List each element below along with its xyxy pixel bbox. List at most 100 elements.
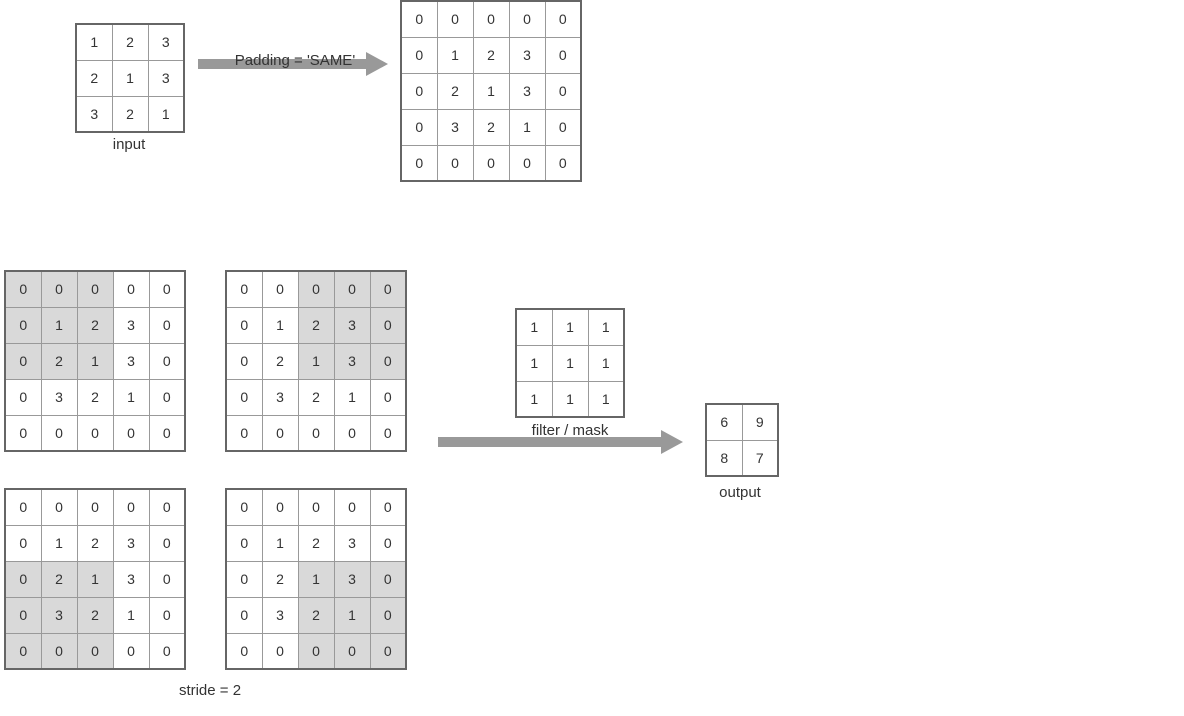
filter-grid: 111111111 (515, 308, 625, 418)
padded-cell: 1 (473, 73, 509, 109)
strideA-cell: 0 (5, 307, 41, 343)
strideA-cell: 0 (77, 415, 113, 451)
strideB-cell: 0 (370, 415, 406, 451)
strideB-cell: 0 (334, 271, 370, 307)
strideC-cell: 0 (5, 597, 41, 633)
strideC-cell: 0 (5, 489, 41, 525)
strideA-cell: 0 (149, 271, 185, 307)
label-stride: stride = 2 (160, 682, 260, 699)
input-cell: 3 (148, 24, 184, 60)
input-cell: 2 (112, 96, 148, 132)
strideD-cell: 0 (226, 489, 262, 525)
strideD-cell: 0 (298, 633, 334, 669)
strideD-cell: 3 (262, 597, 298, 633)
input-cell: 1 (76, 24, 112, 60)
strideA-cell: 1 (113, 379, 149, 415)
strideA-cell: 2 (41, 343, 77, 379)
strideB-cell: 0 (370, 307, 406, 343)
strideD-cell: 2 (298, 525, 334, 561)
filter-cell: 1 (552, 381, 588, 417)
label-output: output (700, 484, 780, 501)
label-padding: Padding = 'SAME' (210, 52, 380, 69)
strideD-cell: 1 (334, 597, 370, 633)
strideC-cell: 1 (113, 597, 149, 633)
filter-cell: 1 (588, 309, 624, 345)
filter-cell: 1 (588, 381, 624, 417)
strideB-cell: 2 (262, 343, 298, 379)
strideB-cell: 0 (298, 271, 334, 307)
strideB-cell: 0 (226, 271, 262, 307)
padded-cell: 2 (473, 109, 509, 145)
strideB-grid: 0000001230021300321000000 (225, 270, 407, 452)
strideA-cell: 0 (149, 379, 185, 415)
strideA-cell: 0 (5, 271, 41, 307)
strideD-cell: 3 (334, 561, 370, 597)
label-input: input (75, 136, 183, 153)
strideD-cell: 0 (226, 561, 262, 597)
padded-grid: 0000001230021300321000000 (400, 0, 582, 182)
strideD-cell: 0 (370, 633, 406, 669)
strideB-cell: 2 (298, 307, 334, 343)
strideD-cell: 0 (226, 597, 262, 633)
strideA-cell: 0 (5, 343, 41, 379)
padded-cell: 0 (401, 37, 437, 73)
input-cell: 3 (76, 96, 112, 132)
strideC-cell: 1 (77, 561, 113, 597)
strideC-cell: 0 (5, 633, 41, 669)
strideC-cell: 0 (5, 561, 41, 597)
padded-cell: 3 (509, 73, 545, 109)
padded-cell: 0 (401, 73, 437, 109)
strideA-cell: 0 (5, 379, 41, 415)
output-cell: 8 (706, 440, 742, 476)
strideB-cell: 0 (262, 415, 298, 451)
padded-cell: 0 (473, 1, 509, 37)
strideA-cell: 3 (41, 379, 77, 415)
strideC-cell: 0 (149, 561, 185, 597)
strideD-cell: 2 (298, 597, 334, 633)
strideC-cell: 0 (149, 489, 185, 525)
strideD-cell: 0 (370, 489, 406, 525)
strideD-cell: 3 (334, 525, 370, 561)
output-grid: 6987 (705, 403, 779, 477)
input-cell: 1 (148, 96, 184, 132)
padded-cell: 2 (437, 73, 473, 109)
strideC-cell: 2 (41, 561, 77, 597)
strideC-grid: 0000001230021300321000000 (4, 488, 186, 670)
strideA-cell: 0 (77, 271, 113, 307)
padded-cell: 0 (401, 1, 437, 37)
strideC-cell: 0 (77, 633, 113, 669)
strideD-cell: 0 (226, 633, 262, 669)
strideD-cell: 2 (262, 561, 298, 597)
filter-cell: 1 (516, 381, 552, 417)
strideD-cell: 0 (370, 561, 406, 597)
strideC-cell: 0 (149, 597, 185, 633)
strideB-cell: 3 (334, 343, 370, 379)
filter-cell: 1 (552, 345, 588, 381)
padded-cell: 2 (473, 37, 509, 73)
padded-cell: 0 (545, 145, 581, 181)
filter-cell: 1 (516, 345, 552, 381)
strideD-cell: 0 (226, 525, 262, 561)
strideB-cell: 1 (262, 307, 298, 343)
strideB-cell: 1 (298, 343, 334, 379)
strideA-cell: 1 (77, 343, 113, 379)
strideB-cell: 0 (370, 343, 406, 379)
padded-cell: 0 (545, 73, 581, 109)
strideB-cell: 0 (226, 379, 262, 415)
padded-cell: 1 (437, 37, 473, 73)
strideB-cell: 0 (334, 415, 370, 451)
output-cell: 7 (742, 440, 778, 476)
strideC-cell: 0 (41, 633, 77, 669)
strideC-cell: 0 (41, 489, 77, 525)
strideB-cell: 1 (334, 379, 370, 415)
strideC-cell: 2 (77, 525, 113, 561)
output-cell: 9 (742, 404, 778, 440)
output-cell: 6 (706, 404, 742, 440)
strideD-cell: 0 (262, 489, 298, 525)
input-cell: 2 (76, 60, 112, 96)
strideC-cell: 0 (77, 489, 113, 525)
strideD-cell: 0 (334, 633, 370, 669)
label-filter: filter / mask (505, 422, 635, 439)
padded-cell: 3 (509, 37, 545, 73)
strideC-cell: 0 (113, 489, 149, 525)
